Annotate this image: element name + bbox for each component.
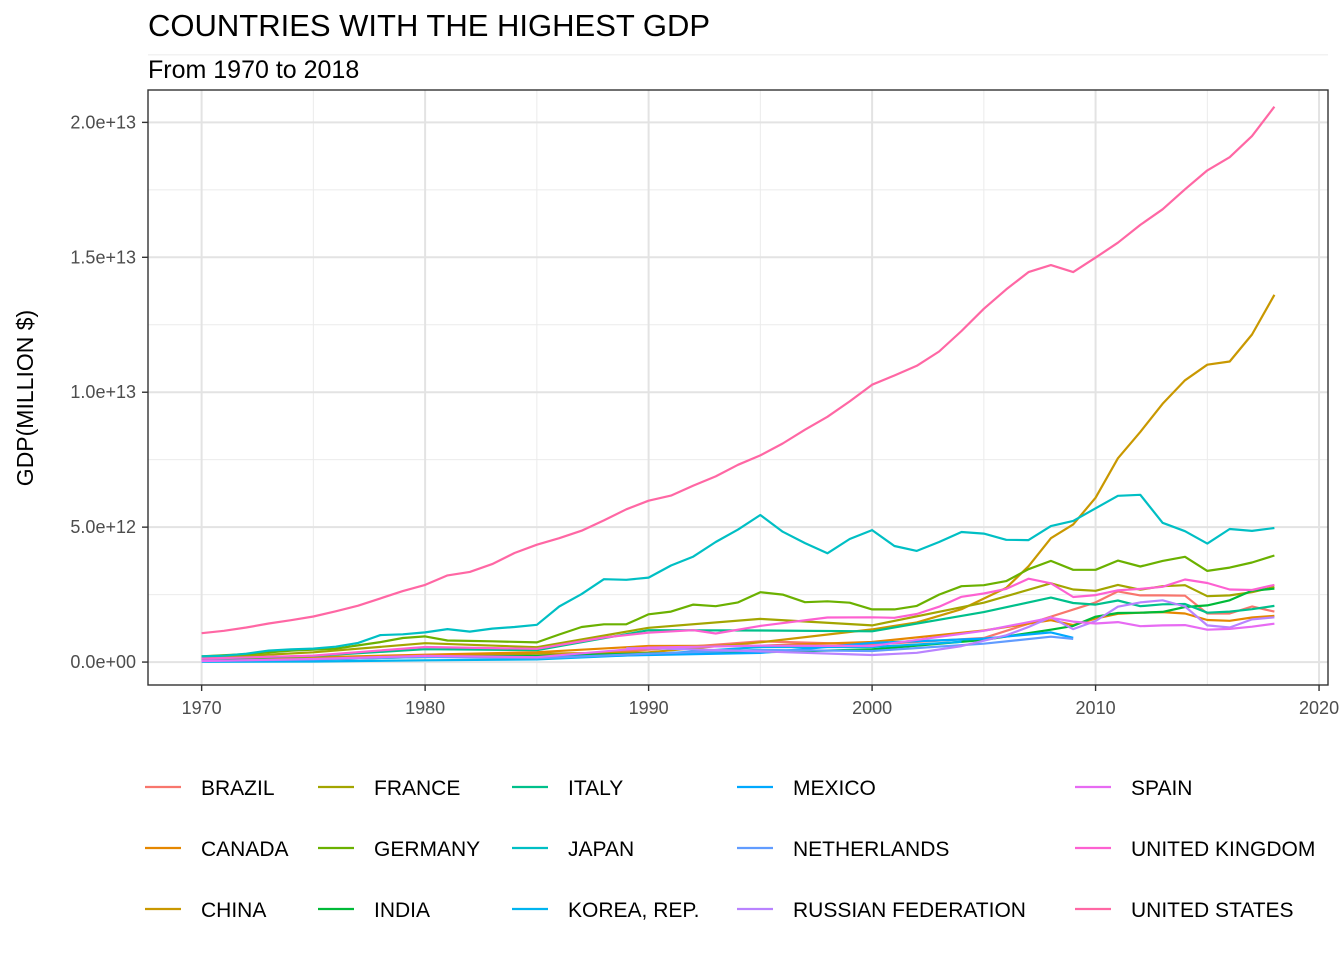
y-axis-title: GDP(MILLION $)	[12, 310, 38, 486]
legend-item-france: FRANCE	[318, 777, 460, 800]
legend-item-china: CHINA	[145, 899, 266, 922]
series-line-italy	[201, 596, 1275, 661]
series-line-japan	[201, 493, 1275, 658]
x-axis: 1970 1980 1990 2000 2010 2020	[182, 685, 1339, 718]
y-axis: 0.0e+00 5.0e+12 1.0e+13 1.5e+13 2.0e+13	[70, 112, 148, 672]
legend-label: JAPAN	[568, 838, 634, 861]
legend-item-russian-federation: RUSSIAN FEDERATION	[737, 899, 1026, 922]
legend-label: NETHERLANDS	[793, 838, 949, 861]
x-tick-label: 1970	[182, 698, 222, 718]
chart-title: COUNTRIES WITH THE HIGHEST GDP	[148, 8, 711, 43]
plot-panel-border	[147, 89, 1329, 686]
legend: BRAZIL CANADA CHINA FRANCE GERMANY INDIA ITALY…	[145, 777, 1315, 922]
series-line-france	[201, 582, 1275, 660]
series-lines	[201, 106, 1276, 663]
legend-item-spain: SPAIN	[1075, 777, 1192, 800]
y-tick-label: 2.0e+13	[70, 112, 136, 132]
y-tick-label: 0.0e+00	[70, 652, 136, 672]
legend-label: UNITED KINGDOM	[1131, 838, 1315, 861]
series-line-united-kingdom	[201, 577, 1275, 660]
legend-item-united-states: UNITED STATES	[1075, 899, 1294, 922]
y-tick-label: 5.0e+12	[70, 517, 136, 537]
legend-label: GERMANY	[374, 838, 480, 861]
chart-subtitle: From 1970 to 2018	[148, 56, 360, 84]
legend-label: KOREA, REP.	[568, 899, 700, 922]
legend-label: CHINA	[201, 899, 266, 922]
series-line-india	[201, 587, 1275, 662]
legend-item-korea-rep: KOREA, REP.	[512, 899, 700, 922]
legend-item-india: INDIA	[318, 899, 430, 922]
legend-label: MEXICO	[793, 777, 876, 800]
legend-item-japan: JAPAN	[512, 838, 634, 861]
series-line-russian-federation	[626, 599, 1275, 657]
major-gridlines	[148, 90, 1328, 685]
x-tick-label: 2020	[1299, 698, 1339, 718]
series-line-united-states	[201, 106, 1276, 635]
x-tick-label: 1990	[629, 698, 669, 718]
x-tick-label: 2010	[1076, 698, 1116, 718]
legend-item-mexico: MEXICO	[737, 777, 876, 800]
legend-label: ITALY	[568, 777, 623, 800]
legend-label: SPAIN	[1131, 777, 1192, 800]
series-line-germany	[201, 554, 1275, 658]
legend-item-germany: GERMANY	[318, 838, 480, 861]
y-tick-label: 1.0e+13	[70, 382, 136, 402]
legend-label: FRANCE	[374, 777, 460, 800]
x-tick-label: 1980	[405, 698, 445, 718]
legend-item-italy: ITALY	[512, 777, 623, 800]
legend-item-brazil: BRAZIL	[145, 777, 275, 800]
legend-item-united-kingdom: UNITED KINGDOM	[1075, 838, 1315, 861]
y-tick-label: 1.5e+13	[70, 247, 136, 267]
legend-label: CANADA	[201, 838, 289, 861]
x-tick-label: 2000	[852, 698, 892, 718]
legend-item-netherlands: NETHERLANDS	[737, 838, 949, 861]
minor-gridlines	[148, 54, 1328, 685]
legend-label: BRAZIL	[201, 777, 275, 800]
legend-item-canada: CANADA	[145, 838, 289, 861]
legend-label: RUSSIAN FEDERATION	[793, 899, 1026, 922]
legend-label: UNITED STATES	[1131, 899, 1294, 922]
legend-label: INDIA	[374, 899, 430, 922]
series-line-spain	[201, 616, 1275, 663]
